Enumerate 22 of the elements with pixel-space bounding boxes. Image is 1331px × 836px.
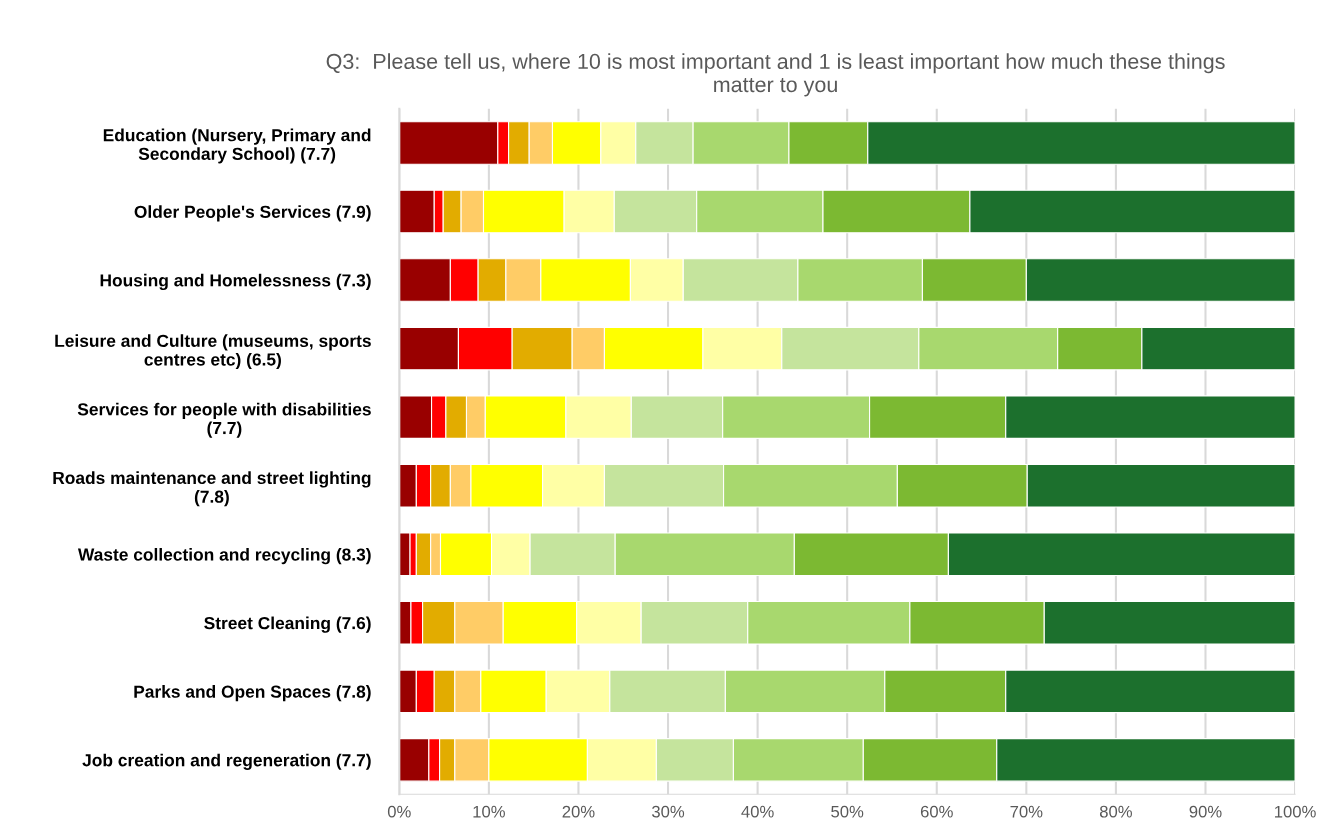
x-tick-label: 30% bbox=[651, 805, 685, 818]
y-tick-label: Housing and Homelessness (7.3) bbox=[100, 273, 371, 291]
y-tick-label: Education (Nursery, Primary and Secondary School) (7.7) bbox=[103, 128, 371, 164]
y-tick-label: Waste collection and recycling (8.3) bbox=[77, 547, 371, 565]
x-tick-label: 70% bbox=[1010, 805, 1043, 818]
y-tick-label: Roads maintenance and street lighting (7.8) bbox=[53, 471, 371, 507]
y-tick-label: Leisure and Culture (museums, sports centres etc) (6.5) bbox=[55, 334, 371, 370]
x-tick-label: 20% bbox=[562, 805, 595, 818]
y-tick-label: Job creation and regeneration (7.7) bbox=[82, 753, 371, 770]
x-tick-label: 100% bbox=[1275, 805, 1316, 818]
x-tick-label: 10% bbox=[473, 805, 505, 818]
x-tick-label: 50% bbox=[831, 805, 864, 818]
y-tick-label: Older People's Services (7.9) bbox=[134, 205, 371, 222]
y-tick-label: Services for people with disabilities (7.7) bbox=[77, 402, 371, 438]
x-tick-label: 40% bbox=[741, 805, 774, 818]
y-tick-label: Street Cleaning (7.6) bbox=[204, 616, 371, 633]
y-tick-label: Parks and Open Spaces (7.8) bbox=[134, 685, 371, 702]
x-tick-label: 60% bbox=[920, 805, 953, 818]
x-tick-label: 0% bbox=[387, 805, 411, 818]
x-tick-label: 90% bbox=[1189, 805, 1222, 818]
x-tick-label: 80% bbox=[1099, 805, 1132, 818]
chart-title: Q3: Please tell us, where 10 is most important and 1 is least important how much these things matter to you bbox=[326, 53, 1225, 97]
